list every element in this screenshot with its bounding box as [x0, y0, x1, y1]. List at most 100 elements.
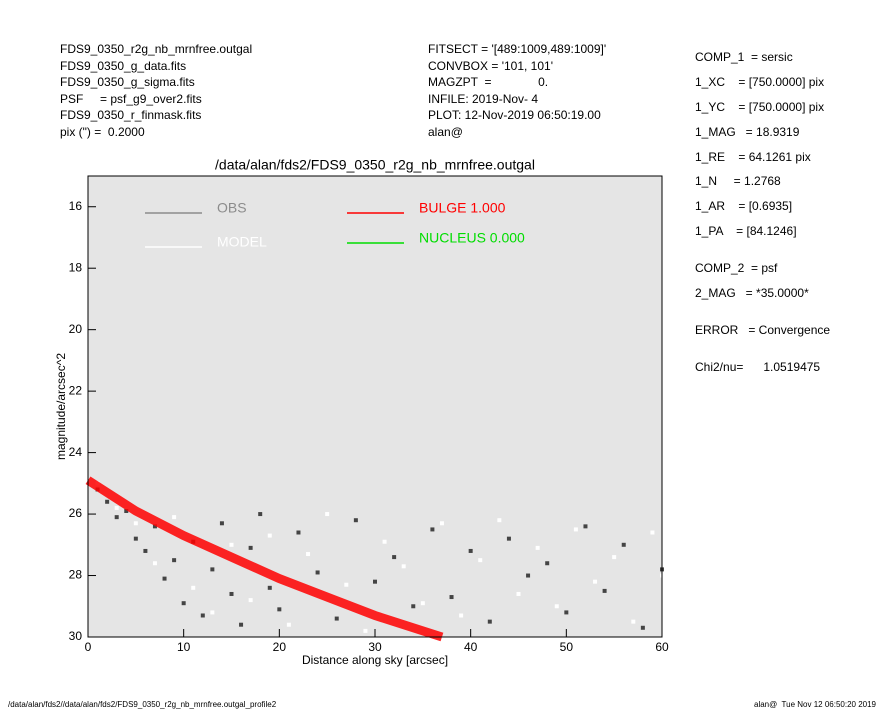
y-tick-label: 18: [69, 260, 83, 274]
header-line: FITSECT = '[489:1009,489:1009]': [428, 42, 607, 56]
data-point: [239, 622, 244, 627]
data-point: [430, 527, 435, 532]
fit-parameter: COMP_2 = psf: [695, 261, 778, 275]
legend-label: BULGE 1.000: [419, 200, 506, 216]
data-point: [277, 607, 282, 612]
y-tick-label: 22: [69, 383, 83, 397]
data-point: [133, 521, 138, 526]
header-line: MAGZPT = 0.: [428, 75, 549, 90]
fit-parameter: 1_PA = [84.1246]: [695, 224, 797, 238]
x-tick-label: 40: [464, 640, 478, 654]
data-point: [172, 558, 177, 563]
data-point: [344, 582, 349, 587]
data-point: [152, 561, 157, 566]
data-point: [124, 508, 129, 513]
y-tick-label: 26: [69, 506, 83, 520]
data-point: [640, 625, 645, 630]
y-tick-label: 16: [69, 199, 83, 213]
fit-parameter: 1_XC = [750.0000] pix: [695, 75, 825, 89]
data-point: [334, 616, 339, 621]
header-line: FDS9_0350_g_sigma.fits: [60, 75, 195, 90]
data-point: [306, 552, 311, 557]
header-line: alan@: [428, 125, 463, 139]
data-point: [554, 604, 559, 609]
x-tick-label: 30: [368, 640, 382, 654]
data-point: [420, 601, 425, 606]
y-tick-label: 28: [69, 568, 83, 582]
data-point: [497, 518, 502, 523]
data-point: [181, 601, 186, 606]
footer: /data/alan/fds2//data/alan/fds2/FDS9_035…: [8, 700, 277, 709]
data-point: [267, 533, 272, 538]
model-profile: [85, 476, 444, 642]
x-axis-label: Distance along sky [arcsec]: [302, 653, 448, 667]
legend-label: MODEL: [217, 234, 267, 250]
legend-label: OBS: [217, 200, 247, 216]
data-point: [535, 545, 540, 550]
data-point: [650, 530, 655, 535]
data-point: [612, 555, 617, 560]
x-tick-label: 0: [85, 640, 92, 654]
fit-parameter: COMP_1 = sersic: [695, 50, 793, 64]
data-point: [210, 610, 215, 615]
x-tick-label: 60: [655, 640, 669, 654]
data-point: [564, 610, 569, 615]
data-point: [459, 613, 464, 618]
data-point: [172, 515, 177, 520]
data-point: [621, 542, 626, 547]
legend-label: NUCLEUS 0.000: [419, 230, 525, 246]
data-point: [545, 561, 550, 566]
data-point: [526, 573, 531, 578]
data-point: [602, 588, 607, 593]
header-line: FDS9_0350_r2g_nb_mrnfree.outgal: [60, 42, 253, 56]
data-point: [114, 505, 119, 510]
data-point: [439, 521, 444, 526]
data-point: [631, 619, 636, 624]
y-axis-label: magnitude/arcsec^2: [54, 353, 68, 460]
fit-parameter: ERROR = Convergence: [695, 323, 831, 337]
data-point: [191, 585, 196, 590]
data-point: [162, 576, 167, 581]
x-tick-label: 10: [177, 640, 191, 654]
fit-parameter: 1_RE = 64.1261 pix: [695, 150, 811, 164]
data-point: [382, 539, 387, 544]
data-point: [258, 512, 263, 517]
data-point: [449, 595, 454, 600]
header-line: INFILE: 2019-Nov- 4: [428, 91, 539, 106]
data-point: [229, 591, 234, 596]
header-line: pix (") = 0.2000: [60, 125, 145, 139]
data-point: [315, 570, 320, 575]
data-point: [373, 579, 377, 584]
data-point: [325, 512, 330, 517]
data-point: [114, 515, 119, 520]
data-point: [593, 579, 598, 584]
data-point: [133, 536, 138, 541]
data-point: [105, 499, 110, 504]
chart-title: /data/alan/fds2/FDS9_0350_r2g_nb_mrnfree…: [215, 157, 535, 173]
fit-parameter: 1_YC = [750.0000] pix: [695, 100, 825, 114]
data-point: [210, 567, 215, 572]
data-point: [143, 548, 148, 553]
y-tick-label: 20: [69, 322, 83, 336]
data-point: [229, 542, 234, 547]
data-point: [363, 628, 368, 633]
data-point: [248, 545, 253, 550]
plot-frame: [87, 175, 663, 638]
header-line: CONVBOX = '101, 101': [428, 58, 553, 73]
fit-parameter: 1_N = 1.2768: [695, 174, 781, 188]
header-line: PSF = psf_g9_over2.fits: [60, 91, 202, 106]
data-point: [200, 613, 205, 618]
data-point: [392, 555, 397, 560]
fit-parameter: Chi2/nu= 1.0519475: [695, 360, 821, 374]
y-tick-label: 24: [69, 445, 83, 459]
x-tick-label: 20: [273, 640, 287, 654]
data-point: [219, 521, 224, 526]
data-point: [286, 622, 291, 627]
footer: alan@ Tue Nov 12 06:50:20 2019: [754, 700, 876, 709]
fit-parameter: 2_MAG = *35.0000*: [695, 286, 809, 300]
data-point: [516, 591, 521, 596]
data-point: [152, 524, 157, 529]
data-point: [468, 548, 473, 553]
data-point: [411, 604, 416, 609]
